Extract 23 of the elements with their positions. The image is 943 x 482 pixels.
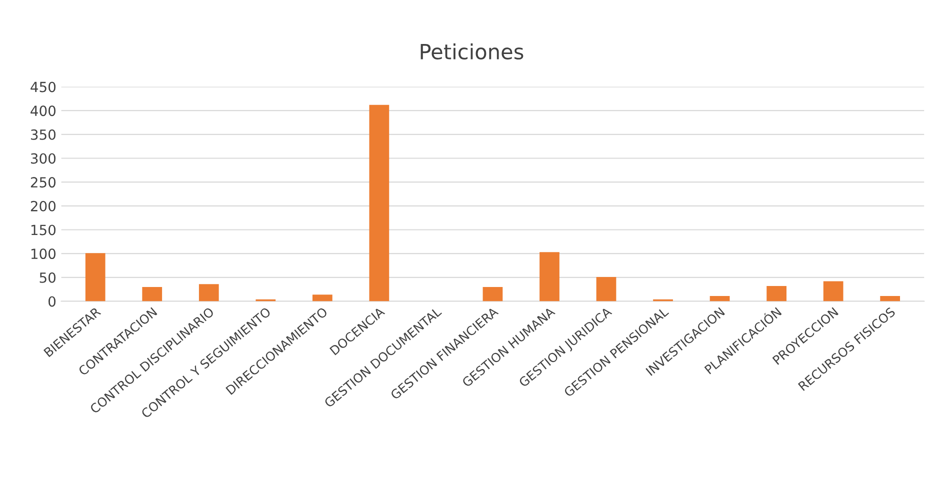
- bar: [766, 286, 786, 302]
- y-tick-label: 450: [30, 82, 56, 92]
- bar: [823, 281, 844, 302]
- y-tick-label: 350: [30, 129, 56, 140]
- y-tick-label: 400: [30, 106, 56, 116]
- bar: [540, 252, 560, 302]
- bar: [596, 276, 616, 302]
- bar: [710, 296, 730, 302]
- y-tick-label: 300: [30, 153, 56, 164]
- bar: [198, 284, 219, 302]
- y-tick-label: 200: [30, 200, 56, 212]
- bar: [369, 104, 390, 302]
- y-tick-label: 250: [30, 177, 56, 188]
- bar: [85, 253, 106, 302]
- bar: [482, 286, 503, 302]
- y-tick-label: 50: [40, 272, 56, 283]
- y-tick-label: 100: [31, 248, 56, 260]
- chart-title: Peticiones: [420, 43, 524, 60]
- bar: [142, 286, 162, 302]
- bar: [312, 294, 332, 302]
- y-tick-label: 150: [31, 224, 56, 236]
- bar: [880, 296, 900, 302]
- y-tick-label: 0: [48, 296, 56, 307]
